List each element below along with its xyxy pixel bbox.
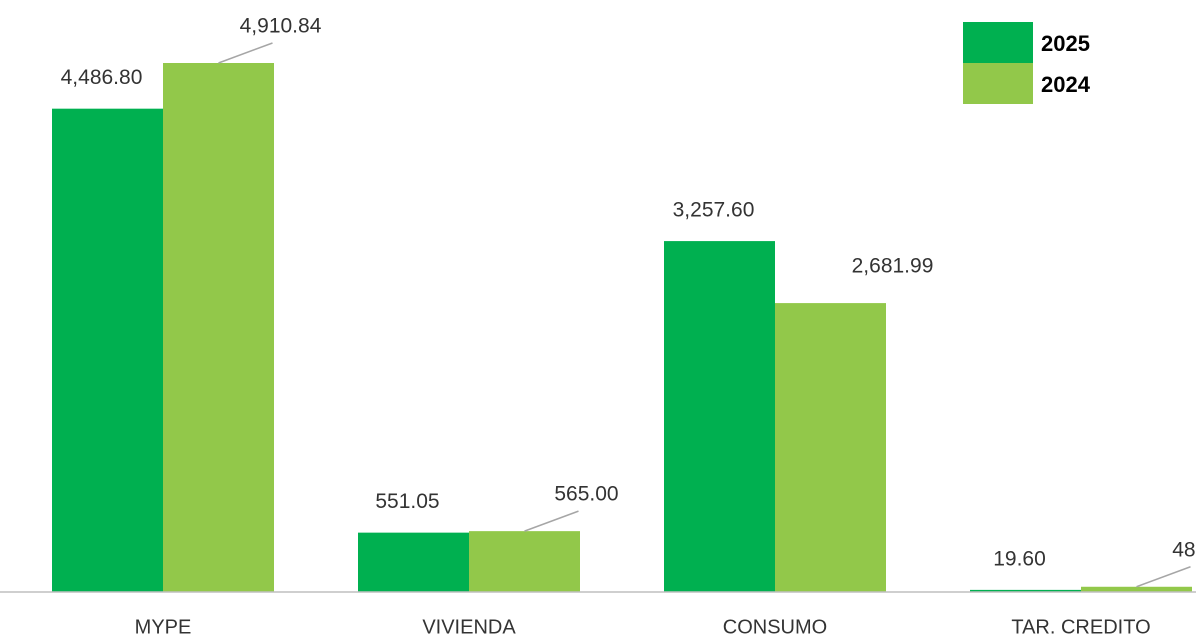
data-label: 3,257.60 [673, 199, 755, 222]
bar [970, 589, 1081, 592]
data-label: 551.05 [375, 490, 439, 513]
data-label: 19.60 [993, 547, 1046, 570]
legend-label: 2024 [1041, 72, 1091, 97]
data-label: 48.60 [1172, 538, 1196, 561]
leader-line [1136, 566, 1191, 588]
legend-swatch [963, 22, 1033, 63]
data-label: 565.00 [554, 483, 618, 506]
x-tick-label: MYPE [135, 616, 192, 637]
legend-swatch [963, 63, 1033, 104]
bar [664, 241, 775, 592]
bar [358, 532, 469, 592]
bar [1081, 586, 1192, 592]
bar [469, 531, 580, 592]
data-label: 4,910.84 [240, 15, 322, 38]
bar [775, 303, 886, 592]
bar [52, 108, 163, 592]
data-label: 4,486.80 [61, 66, 143, 89]
x-tick-label: VIVIENDA [422, 616, 516, 637]
x-tick-label: TAR. CREDITO [1011, 616, 1150, 637]
bar [163, 63, 274, 592]
legend-label: 2025 [1041, 31, 1090, 56]
data-label: 2,681.99 [852, 255, 934, 278]
x-tick-label: CONSUMO [723, 616, 827, 637]
leader-line [524, 510, 579, 532]
leader-line [218, 42, 273, 64]
